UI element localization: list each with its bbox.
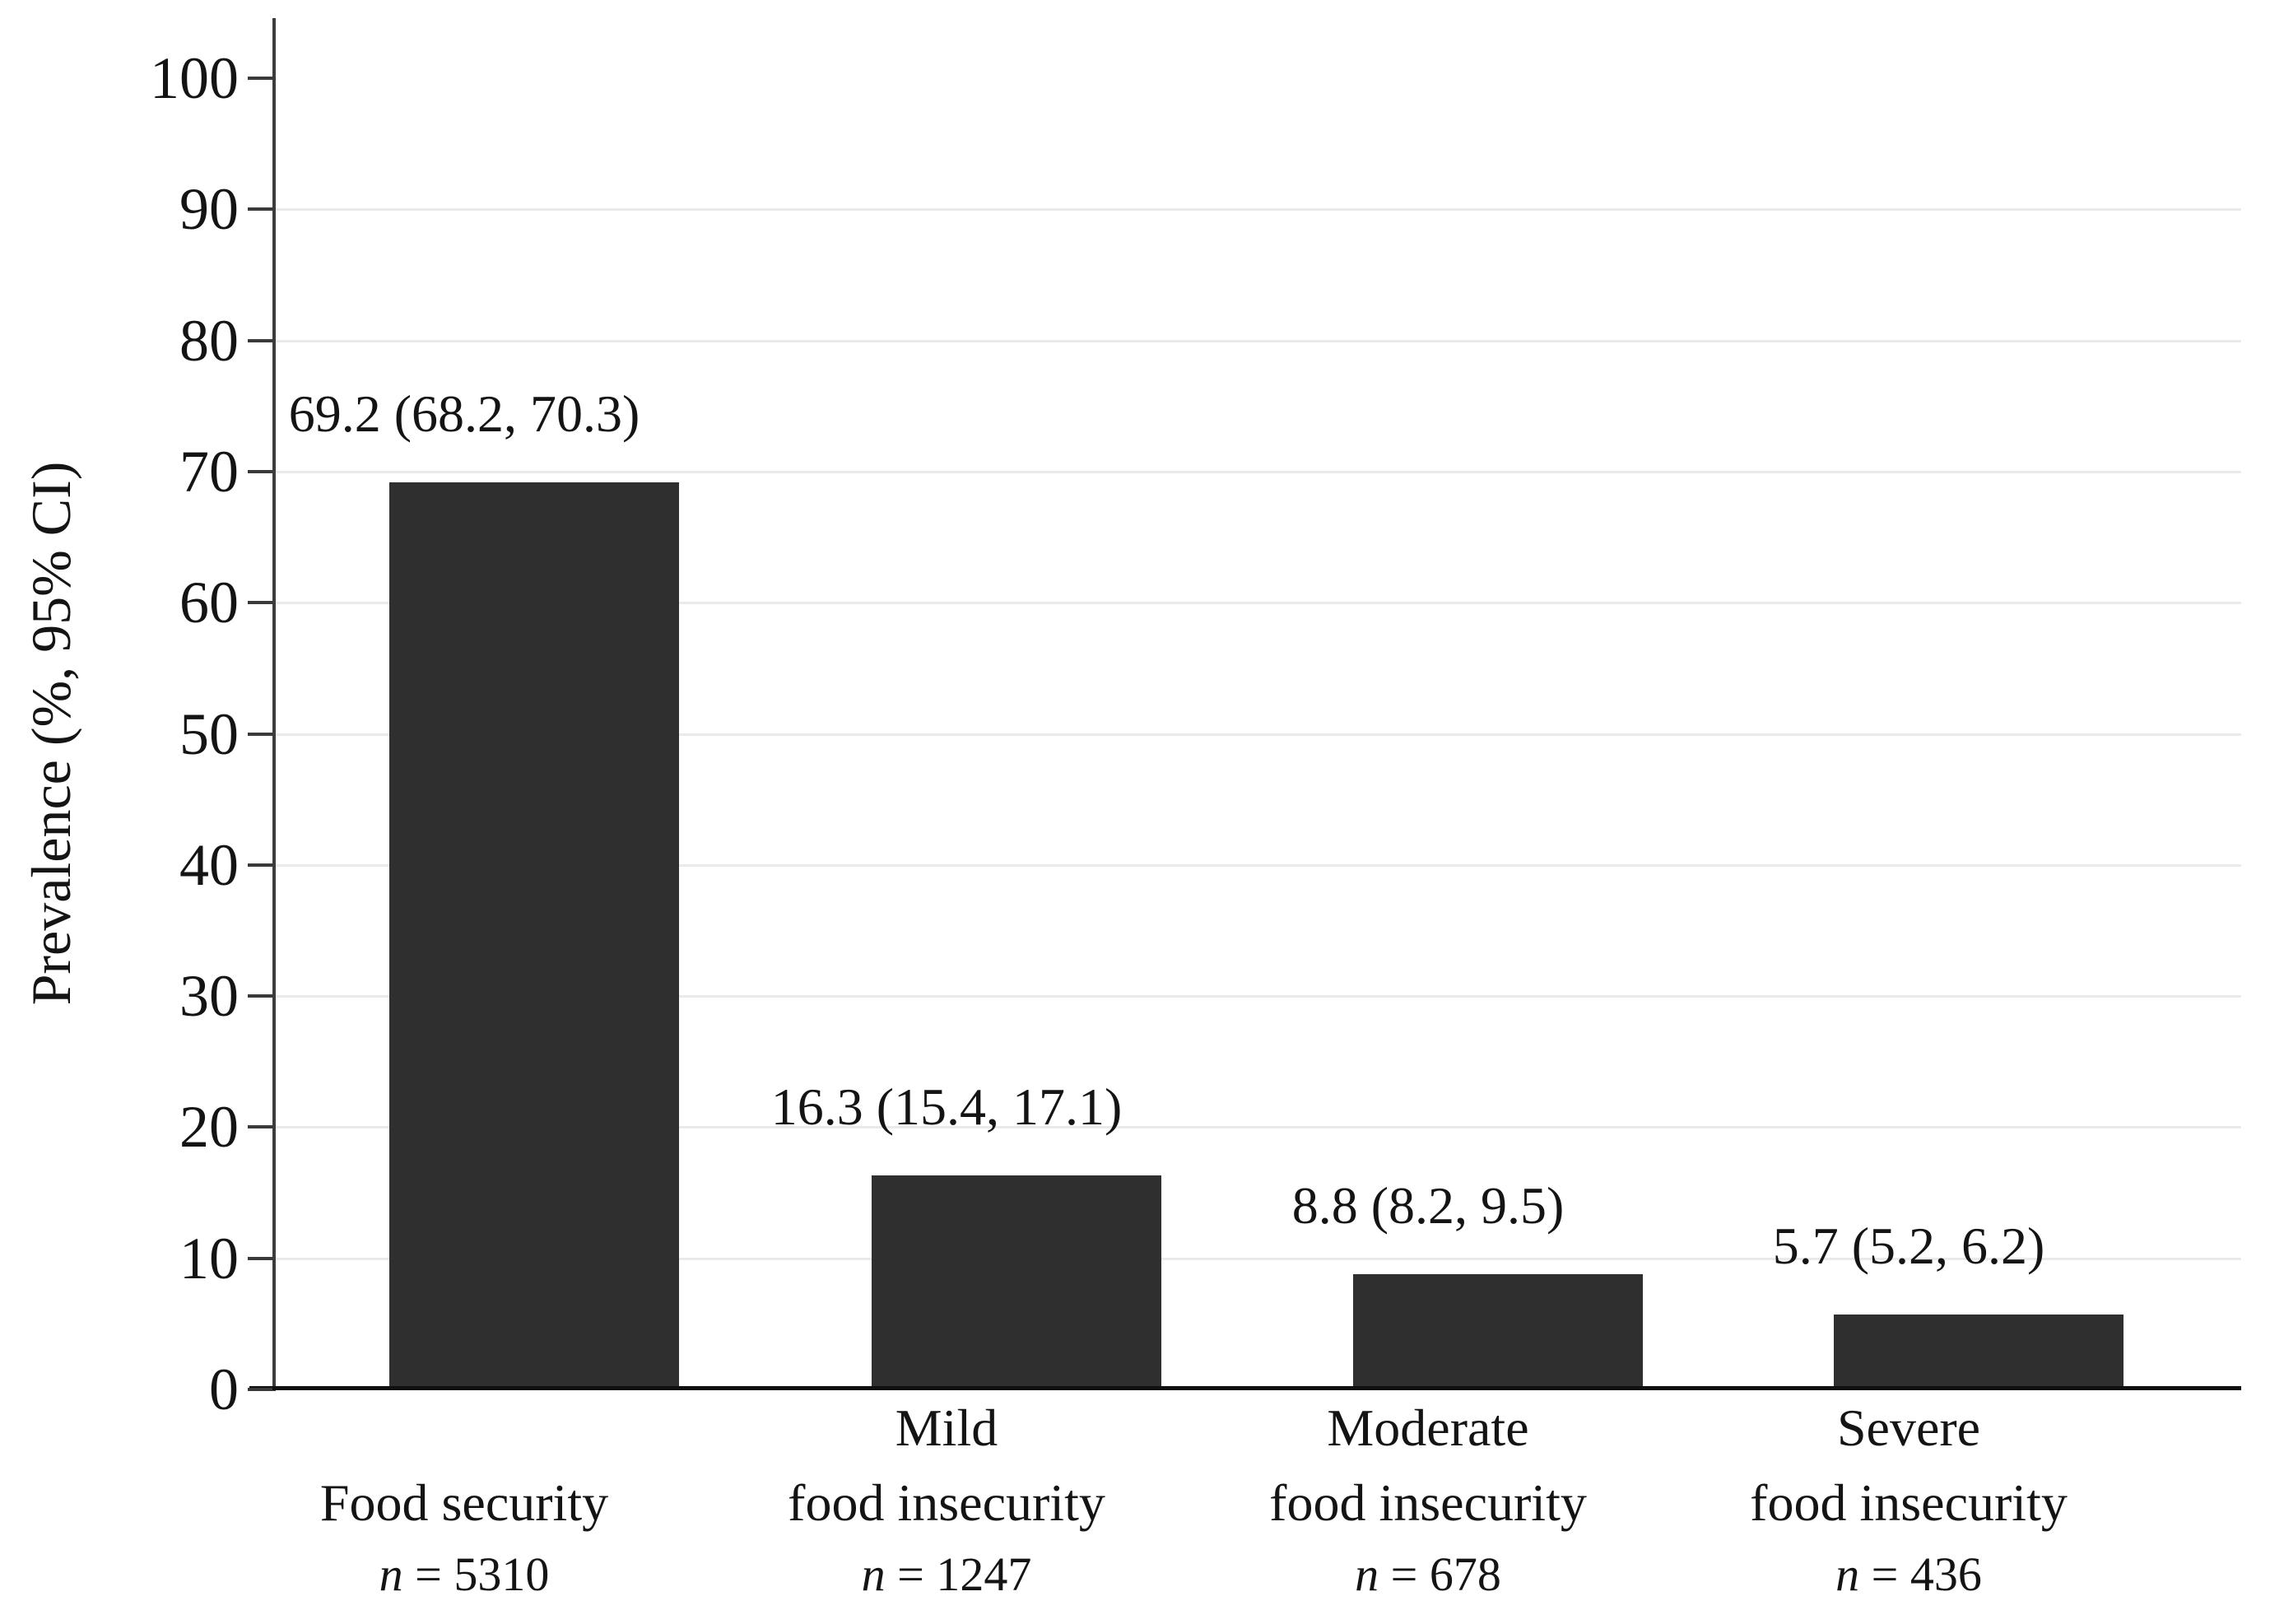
gridline-80 [276,339,2241,342]
y-tick-10 [248,1256,272,1260]
y-tick-90 [248,207,272,212]
category-label-severe-food-insecurity: food insecurity [1750,1473,2068,1532]
y-tick-0 [248,1388,272,1391]
bar-mild-food-insecurity [872,1175,1161,1389]
value-label-moderate-food-insecurity: 8.8 (8.2, 9.5) [1291,1175,1565,1235]
gridline-90 [276,208,2241,212]
y-tick-label-30: 30 [179,963,239,1030]
bar-moderate-food-insecurity [1353,1273,1643,1389]
y-tick-80 [248,338,272,342]
category-label-line1-severe-food-insecurity: Severe [1836,1398,1981,1457]
y-tick-label-40: 40 [179,831,239,898]
category-label-food-security: Food security [319,1473,609,1532]
y-tick-70 [248,469,272,473]
gridline-10 [276,1257,2241,1260]
y-tick-50 [248,732,272,736]
category-label-moderate-food-insecurity: food insecurity [1269,1473,1587,1532]
value-label-severe-food-insecurity: 5.7 (5.2, 6.2) [1772,1217,2045,1276]
y-tick-label-50: 50 [179,700,239,767]
category-label-mild-food-insecurity: food insecurity [788,1473,1105,1532]
value-label-mild-food-insecurity: 16.3 (15.4, 17.1) [770,1077,1123,1137]
y-tick-label-70: 70 [179,438,239,505]
y-tick-label-60: 60 [179,570,239,636]
category-label-line1-mild-food-insecurity: Mild [895,1398,998,1457]
y-tick-60 [248,601,272,605]
y-tick-20 [248,1125,272,1129]
value-label-food-security: 69.2 (68.2, 70.3) [288,384,640,443]
n-label-mild-food-insecurity: n = 1247 [861,1547,1032,1601]
y-tick-label-100: 100 [150,45,239,111]
y-tick-label-90: 90 [179,176,239,243]
n-symbol: n [1835,1547,1860,1601]
y-tick-label-10: 10 [179,1225,239,1291]
y-tick-30 [248,994,272,998]
gridline-20 [276,1126,2241,1129]
y-tick-100 [248,77,272,80]
gridline-40 [276,863,2241,867]
gridline-50 [276,733,2241,736]
n-symbol: n [1355,1547,1379,1601]
x-axis-line [249,1386,2241,1390]
gridline-30 [276,995,2241,998]
n-label-moderate-food-insecurity: n = 678 [1355,1547,1501,1601]
y-tick-40 [248,863,272,867]
y-axis-line [272,18,276,1391]
n-label-severe-food-insecurity: n = 436 [1835,1547,1982,1601]
gridline-70 [276,470,2241,473]
y-tick-label-80: 80 [179,307,239,374]
n-label-food-security: n = 5310 [379,1547,550,1601]
n-symbol: n [379,1547,403,1601]
gridline-60 [276,602,2241,605]
bar-food-security [389,482,679,1389]
n-symbol: n [861,1547,886,1601]
category-label-line1-moderate-food-insecurity: Moderate [1327,1398,1529,1457]
y-tick-label-20: 20 [179,1094,239,1161]
y-tick-label-0: 0 [209,1356,239,1422]
bar-severe-food-insecurity [1834,1315,2123,1389]
